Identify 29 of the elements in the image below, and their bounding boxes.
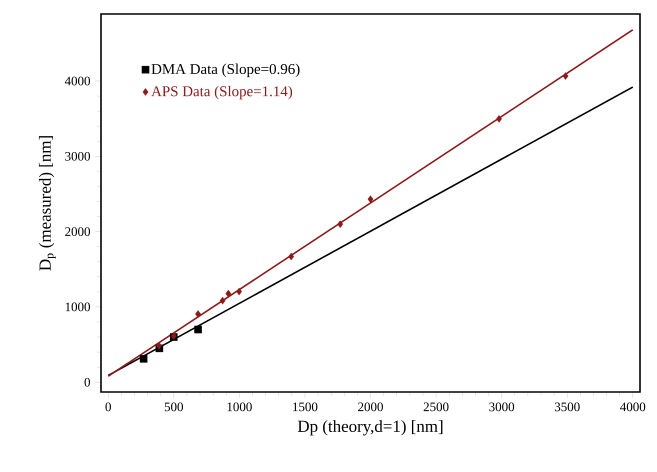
- point: [337, 220, 344, 228]
- x-tick-label: 3500: [554, 402, 580, 412]
- x-tick-label: 3000: [489, 402, 514, 412]
- point: [288, 252, 294, 260]
- x-tick-label: 2500: [424, 402, 449, 412]
- point: [562, 72, 568, 80]
- y-tick-label: 3000: [65, 152, 90, 161]
- point: [140, 355, 148, 363]
- legend-label: DMA Data (Slope=0.96): [152, 64, 300, 78]
- x-axis-title: Dp (theory,d=1) [nm]: [298, 420, 442, 436]
- x-tick-label: 2000: [358, 402, 383, 412]
- y-tick-label: 4000: [64, 76, 90, 86]
- point: [368, 195, 374, 203]
- y-tick-label: 2000: [65, 227, 90, 236]
- point: [194, 326, 202, 334]
- legend-label: APS Data (Slope=1.14): [151, 86, 292, 100]
- point: [225, 290, 232, 298]
- point: [195, 310, 201, 318]
- y-axis-title: D$_{p}$ (measured) [nm]: [38, 136, 56, 271]
- y-tick-label: 1000: [66, 302, 90, 312]
- x-tick-label: 500: [164, 402, 184, 412]
- y-tick-label: 0: [84, 378, 90, 387]
- x-tick-label: 1000: [228, 402, 252, 412]
- x-tick-label: 1500: [293, 402, 318, 412]
- point: [220, 296, 226, 304]
- x-tick-label: 0: [105, 402, 111, 412]
- point: [236, 288, 242, 296]
- x-tick-label: 4000: [620, 402, 646, 412]
- point: [496, 115, 502, 123]
